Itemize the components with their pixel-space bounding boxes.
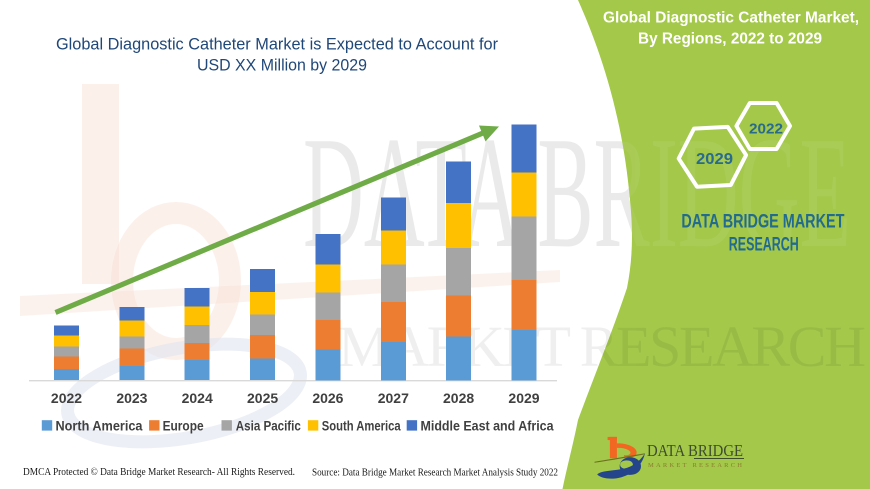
- svg-text:Global Diagnostic Catheter Mar: Global Diagnostic Catheter Market is Exp…: [56, 34, 498, 53]
- svg-text:Global Diagnostic Catheter Mar: Global Diagnostic Catheter Market,: [603, 10, 859, 27]
- svg-text:Europe: Europe: [163, 418, 204, 433]
- svg-text:Source: Data Bridge Market Res: Source: Data Bridge Market Research Mark…: [312, 467, 558, 478]
- svg-text:2027: 2027: [378, 390, 409, 406]
- svg-text:North America: North America: [56, 418, 143, 433]
- svg-text:Middle East and Africa: Middle East and Africa: [421, 418, 554, 433]
- svg-text:2028: 2028: [443, 390, 474, 406]
- svg-text:2022: 2022: [749, 121, 783, 138]
- svg-text:DMCA Protected © Data Bridge M: DMCA Protected © Data Bridge Market Rese…: [23, 467, 295, 478]
- svg-text:Asia Pacific: Asia Pacific: [236, 418, 301, 433]
- svg-text:2029: 2029: [508, 390, 539, 406]
- svg-text:2023: 2023: [116, 390, 147, 406]
- svg-text:2026: 2026: [312, 390, 343, 406]
- svg-text:RESEARCH: RESEARCH: [729, 235, 799, 256]
- svg-text:DATA BRIDGE: DATA BRIDGE: [647, 441, 743, 460]
- svg-text:2029: 2029: [696, 151, 733, 168]
- svg-text:South America: South America: [322, 418, 401, 433]
- svg-text:2025: 2025: [247, 390, 278, 406]
- svg-text:DATA BRIDGE MARKET: DATA BRIDGE MARKET: [681, 212, 844, 233]
- svg-text:USD XX Million by 2029: USD XX Million by 2029: [197, 55, 367, 74]
- svg-text:2022: 2022: [51, 390, 82, 406]
- svg-text:MARKET RESEARCH: MARKET RESEARCH: [648, 462, 742, 469]
- svg-text:By Regions, 2022 to 2029: By Regions, 2022 to 2029: [638, 31, 822, 48]
- svg-text:2024: 2024: [182, 390, 213, 406]
